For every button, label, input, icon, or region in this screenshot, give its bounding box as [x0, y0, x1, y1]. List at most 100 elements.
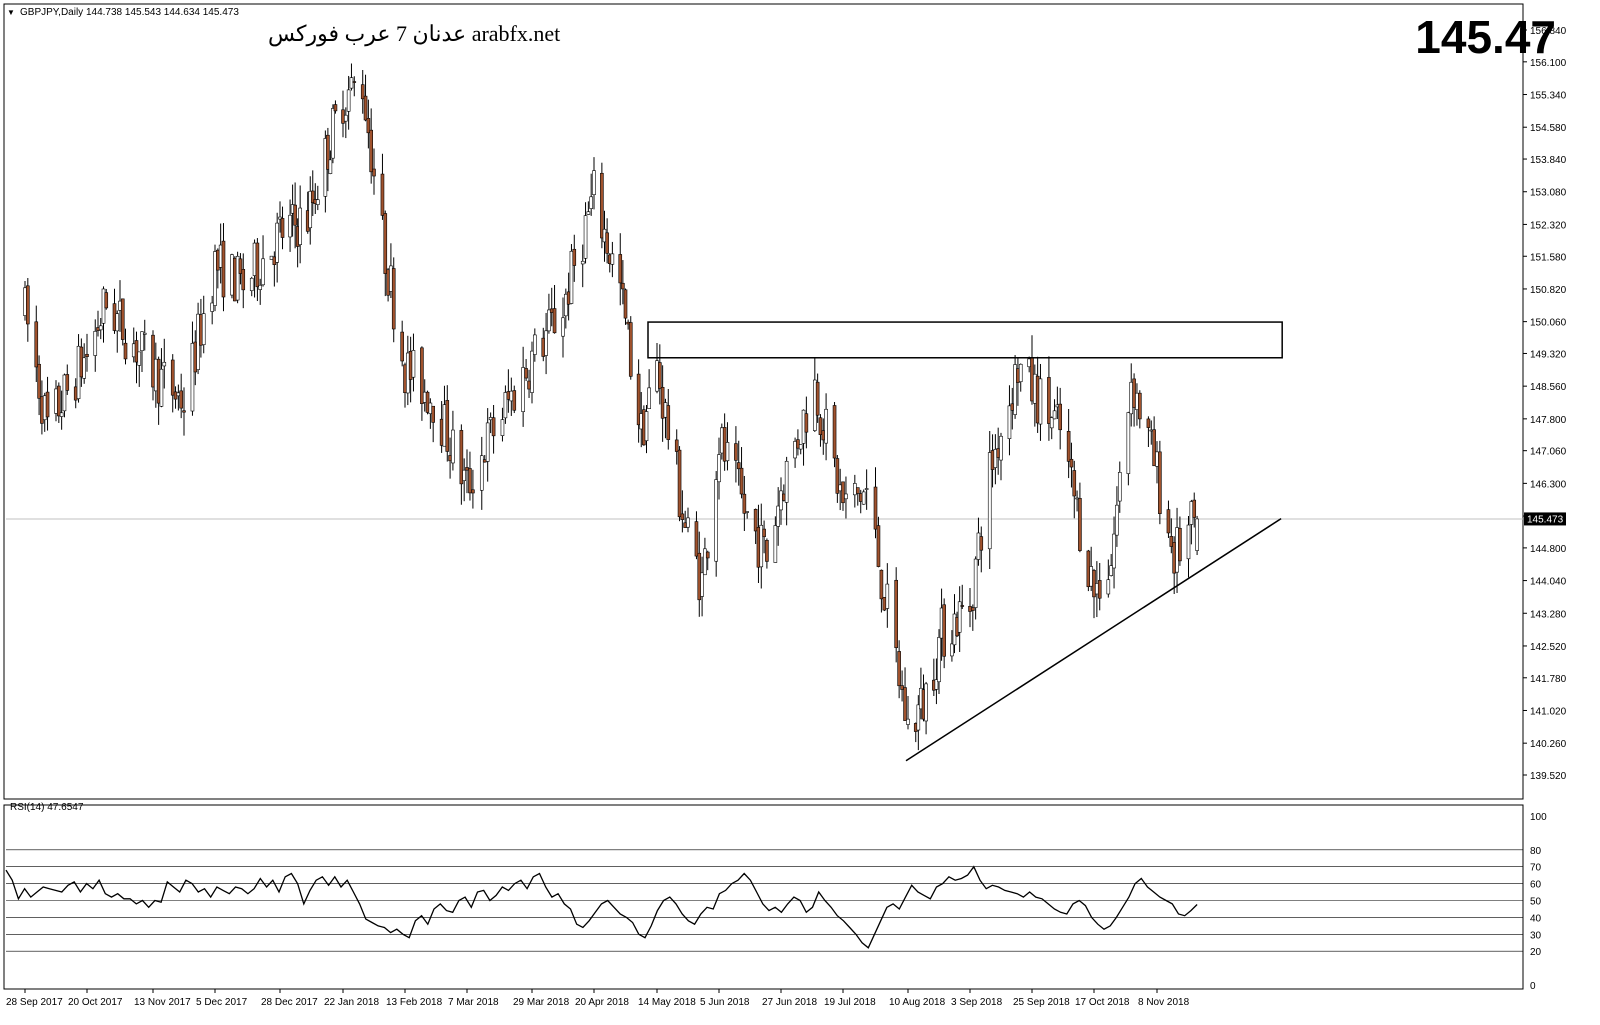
- candle-body: [784, 460, 789, 503]
- candle-body: [745, 511, 749, 513]
- candle-body: [85, 353, 89, 357]
- time-tick-label: 20 Oct 2017: [68, 997, 123, 1008]
- candle: [569, 244, 574, 305]
- candle-body: [694, 521, 699, 557]
- candle-body: [798, 444, 803, 450]
- candle-body: [1158, 451, 1162, 514]
- candle: [261, 235, 265, 287]
- candle: [1038, 363, 1043, 441]
- candle-body: [380, 173, 385, 216]
- candle: [57, 382, 61, 423]
- candle: [37, 355, 41, 416]
- candle-body: [1072, 470, 1077, 497]
- candle-body: [1155, 451, 1159, 467]
- rsi-series-line: [5, 865, 1198, 949]
- candle-body: [533, 334, 537, 355]
- candle-body: [459, 430, 464, 485]
- candle: [1112, 516, 1116, 589]
- candle: [832, 402, 837, 468]
- candle: [855, 487, 860, 506]
- price-axis: 156.840 156.100 155.340 154.580 153.840 153.0…: [1523, 26, 1567, 782]
- price-tick-label: 144.040: [1530, 577, 1567, 588]
- candle-body: [894, 579, 898, 649]
- candle: [932, 658, 936, 696]
- resistance-zone-box: [647, 321, 1283, 359]
- candle: [725, 422, 730, 471]
- candle: [885, 563, 890, 628]
- candle: [861, 489, 866, 505]
- candle: [677, 446, 682, 522]
- candle-body: [258, 284, 263, 290]
- candle-body: [482, 459, 487, 463]
- time-tick-label: 7 Mar 2018: [448, 997, 499, 1008]
- candle: [331, 104, 335, 164]
- candle: [734, 426, 738, 483]
- candle-body: [485, 422, 490, 462]
- candle: [906, 695, 910, 730]
- candle-body: [586, 211, 591, 215]
- candle-body: [714, 479, 718, 562]
- candle: [950, 630, 954, 662]
- candle: [876, 516, 881, 568]
- candle-body: [861, 491, 866, 505]
- candle-body: [705, 551, 710, 559]
- candle: [346, 75, 351, 130]
- candle: [1189, 499, 1194, 545]
- candle-body: [815, 381, 820, 416]
- chart-menu-icon[interactable]: ▼: [7, 8, 15, 17]
- price-tick-label: 146.300: [1530, 479, 1567, 490]
- time-axis: 28 Sep 2017 20 Oct 2017 13 Nov 2017 5 Dec 2…: [6, 989, 1190, 1008]
- candle-body: [451, 429, 455, 464]
- candle: [937, 629, 941, 694]
- candle: [1172, 536, 1176, 594]
- candle: [705, 550, 710, 571]
- candle-body: [647, 387, 651, 409]
- candle: [524, 359, 528, 382]
- candle-body: [1178, 527, 1182, 562]
- candle: [1049, 416, 1054, 440]
- candle-body: [636, 373, 641, 426]
- candle: [280, 206, 285, 250]
- time-tick-label: 17 Oct 2018: [1075, 997, 1130, 1008]
- candle-body: [793, 441, 797, 459]
- candle: [530, 341, 534, 404]
- candle: [942, 598, 946, 669]
- candle: [159, 348, 164, 408]
- price-tick-label: 156.840: [1530, 26, 1567, 37]
- candle: [445, 385, 450, 462]
- candle-body: [796, 439, 800, 449]
- price-tick-label: 152.320: [1530, 220, 1567, 231]
- candle: [366, 99, 371, 149]
- candle-body: [37, 363, 41, 399]
- candle-body: [879, 569, 884, 600]
- candle: [344, 107, 348, 139]
- candle: [628, 316, 633, 380]
- candle: [858, 489, 863, 514]
- candle-body: [65, 374, 70, 391]
- candle-body: [182, 410, 186, 413]
- candle-body: [1126, 412, 1131, 474]
- candle-body: [512, 390, 517, 411]
- candle: [140, 331, 144, 373]
- candle: [824, 393, 828, 461]
- candle-body: [93, 330, 98, 356]
- candle-body: [369, 129, 373, 173]
- candle-body: [62, 374, 67, 412]
- candle-body: [1166, 509, 1171, 534]
- candle-body: [170, 359, 175, 396]
- candle: [506, 369, 511, 413]
- rsi-tick-label: 70: [1530, 863, 1542, 874]
- candle-body: [383, 213, 388, 274]
- candle-body: [765, 539, 769, 562]
- candle-body: [344, 114, 348, 122]
- candle-body: [950, 643, 954, 657]
- candle: [471, 469, 475, 509]
- candle-body: [521, 367, 525, 412]
- candle: [586, 201, 591, 216]
- candle-body: [45, 391, 50, 418]
- candle: [352, 76, 357, 97]
- candle-body: [293, 204, 297, 226]
- candle-body: [666, 405, 671, 440]
